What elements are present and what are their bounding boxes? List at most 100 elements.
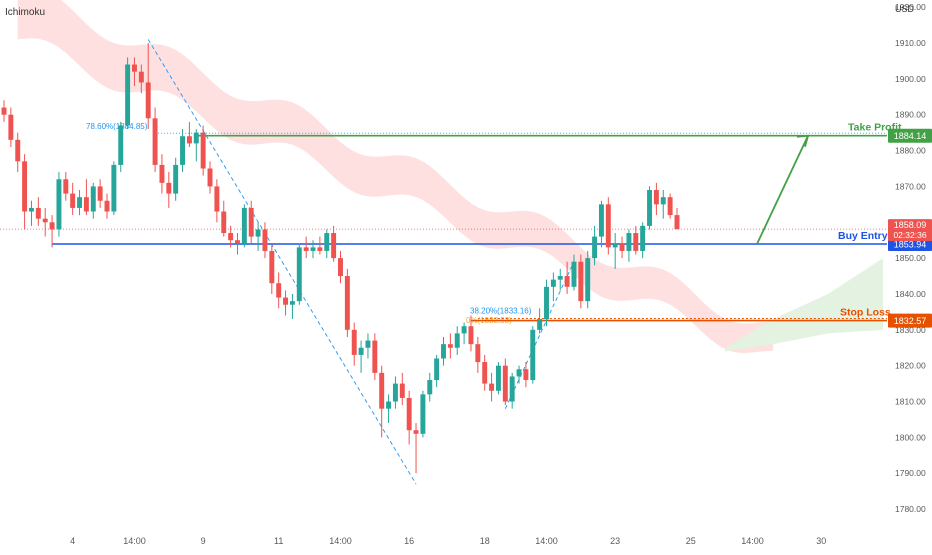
candle[interactable]: [598, 200, 604, 248]
candle[interactable]: [612, 233, 618, 269]
candle[interactable]: [317, 236, 323, 255]
candle[interactable]: [550, 272, 556, 302]
candle[interactable]: [468, 315, 474, 352]
candle[interactable]: [640, 222, 646, 259]
candle[interactable]: [338, 250, 343, 284]
candle[interactable]: [647, 186, 652, 230]
candle[interactable]: [523, 362, 529, 388]
candle[interactable]: [166, 172, 172, 208]
candle[interactable]: [22, 154, 28, 230]
candle[interactable]: [56, 172, 62, 237]
candle[interactable]: [331, 225, 337, 262]
candle[interactable]: [186, 121, 192, 147]
candle[interactable]: [159, 154, 165, 194]
candle[interactable]: [372, 333, 378, 381]
candle[interactable]: [70, 182, 76, 216]
candle[interactable]: [351, 322, 357, 366]
candle[interactable]: [544, 279, 549, 327]
candle[interactable]: [97, 179, 103, 208]
candle[interactable]: [667, 193, 673, 219]
candle[interactable]: [633, 225, 639, 255]
candle[interactable]: [530, 326, 536, 384]
candle[interactable]: [42, 207, 48, 237]
candle[interactable]: [63, 172, 69, 201]
candle[interactable]: [626, 229, 632, 262]
candle[interactable]: [8, 107, 14, 147]
candle[interactable]: [289, 293, 295, 320]
candle[interactable]: [49, 215, 55, 248]
candle[interactable]: [386, 394, 392, 424]
candle[interactable]: [447, 333, 453, 359]
candle[interactable]: [310, 240, 316, 259]
candle[interactable]: [28, 200, 34, 226]
candle[interactable]: [269, 243, 275, 294]
candle[interactable]: [379, 365, 385, 438]
candle[interactable]: [1, 100, 7, 122]
candle[interactable]: [262, 222, 268, 259]
candle[interactable]: [489, 372, 495, 402]
candle[interactable]: [173, 157, 179, 201]
candle[interactable]: [283, 290, 289, 316]
candle[interactable]: [118, 121, 124, 173]
candle[interactable]: [441, 336, 446, 366]
candle[interactable]: [557, 268, 563, 291]
candle[interactable]: [516, 365, 522, 384]
candle[interactable]: [406, 390, 412, 445]
candle[interactable]: [434, 354, 440, 388]
candle[interactable]: [592, 225, 598, 266]
candle[interactable]: [585, 250, 591, 309]
candle[interactable]: [578, 254, 584, 309]
candle[interactable]: [502, 358, 508, 406]
candle[interactable]: [145, 43, 151, 130]
candle[interactable]: [255, 222, 261, 251]
candle[interactable]: [344, 268, 350, 337]
candle[interactable]: [125, 57, 131, 130]
candle[interactable]: [104, 193, 110, 219]
candle[interactable]: [207, 161, 213, 194]
candle[interactable]: [228, 225, 234, 248]
candle[interactable]: [200, 125, 206, 176]
candle[interactable]: [276, 272, 282, 309]
candle[interactable]: [35, 197, 41, 226]
candle[interactable]: [358, 340, 364, 373]
candle[interactable]: [564, 261, 570, 294]
candle[interactable]: [235, 233, 240, 255]
candle[interactable]: [193, 129, 199, 162]
candle[interactable]: [392, 376, 398, 409]
candle[interactable]: [296, 243, 302, 305]
candle[interactable]: [399, 372, 405, 406]
candle[interactable]: [138, 64, 144, 94]
candle[interactable]: [132, 57, 137, 87]
candle[interactable]: [413, 423, 419, 474]
candle[interactable]: [674, 207, 680, 230]
candle[interactable]: [495, 362, 501, 395]
candle[interactable]: [180, 129, 186, 173]
candle[interactable]: [427, 372, 433, 402]
candle[interactable]: [420, 390, 426, 438]
candle[interactable]: [248, 200, 254, 244]
candle[interactable]: [15, 132, 21, 173]
candle[interactable]: [482, 354, 488, 391]
candle[interactable]: [83, 179, 89, 216]
candle[interactable]: [77, 190, 83, 216]
candle[interactable]: [324, 229, 330, 259]
candle[interactable]: [509, 372, 515, 409]
candle[interactable]: [221, 200, 227, 237]
candle[interactable]: [454, 326, 460, 355]
candle[interactable]: [571, 254, 577, 291]
candle[interactable]: [214, 179, 220, 223]
candle[interactable]: [152, 107, 158, 173]
candle[interactable]: [619, 236, 625, 259]
candle[interactable]: [475, 336, 481, 373]
candle[interactable]: [537, 308, 543, 334]
candle[interactable]: [241, 204, 247, 248]
candle[interactable]: [303, 236, 309, 259]
candle[interactable]: [365, 333, 371, 359]
candle[interactable]: [90, 182, 96, 219]
candle[interactable]: [653, 182, 659, 216]
candle[interactable]: [660, 190, 666, 219]
candle[interactable]: [461, 322, 467, 345]
candle[interactable]: [605, 197, 611, 255]
